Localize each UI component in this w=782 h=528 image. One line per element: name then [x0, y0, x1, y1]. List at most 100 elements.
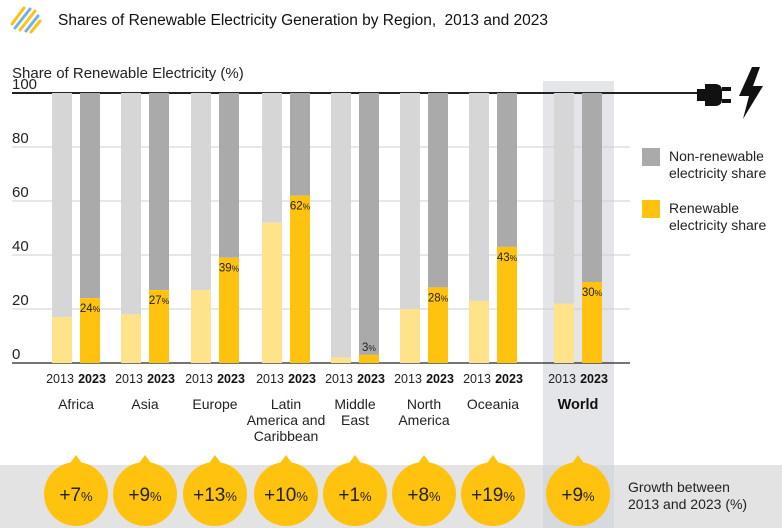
bar-renewable-world-2013 — [554, 303, 574, 363]
bar-renewable-oceania-2023 — [497, 246, 517, 363]
y-tick-label-60: 60 — [12, 184, 29, 201]
bar-nonrenewable-latin-america-and-caribbean-2013 — [262, 93, 282, 223]
growth-caption: Growth between — [628, 479, 730, 495]
data-label-europe-2023: 39% — [219, 263, 240, 275]
bar-nonrenewable-latin-america-and-caribbean-2023 — [290, 93, 310, 196]
bar-renewable-latin-america-and-caribbean-2013 — [262, 222, 282, 363]
growth-value-north-america: +8% — [407, 485, 441, 506]
y-axis-label: Share of Renewable Electricity (%) — [12, 65, 244, 82]
chart-title-main: Shares of Renewable Electricity Generati… — [58, 12, 436, 29]
year-label-africa-2013: 2013 — [46, 372, 74, 386]
bar-renewable-north-america-2013 — [400, 309, 420, 363]
bar-renewable-latin-america-and-caribbean-2023 — [290, 195, 310, 363]
legend-swatch-renewable — [642, 200, 660, 218]
year-label-europe-2013: 2013 — [185, 372, 213, 386]
category-label-africa: Africa — [58, 396, 94, 412]
category-label-middle-east: Middle — [334, 396, 375, 412]
bar-nonrenewable-north-america-2023 — [428, 93, 448, 288]
category-label-oceania: Oceania — [467, 396, 519, 412]
year-label-latin-america-and-caribbean-2013: 2013 — [256, 372, 284, 386]
bar-nonrenewable-middle-east-2023 — [359, 93, 379, 355]
year-label-asia-2013: 2013 — [115, 372, 143, 386]
bar-nonrenewable-africa-2013 — [52, 93, 72, 318]
bar-nonrenewable-world-2023 — [582, 93, 602, 282]
growth-circle-middle-east — [323, 462, 387, 526]
bar-nonrenewable-africa-2023 — [80, 93, 100, 299]
y-tick-label-20: 20 — [12, 292, 29, 309]
growth-circle-latin-america-and-caribbean — [254, 462, 318, 526]
data-label-africa-2023: 24% — [80, 303, 101, 315]
y-tick-label-40: 40 — [12, 238, 29, 255]
year-label-africa-2023: 2023 — [78, 372, 106, 386]
bar-nonrenewable-oceania-2023 — [497, 93, 517, 247]
legend-label-renewable: Renewable — [669, 200, 739, 216]
category-label-middle-east-line-2: East — [341, 412, 369, 428]
bar-renewable-europe-2013 — [191, 290, 211, 363]
legend-label-nonrenewable: Non-renewable — [669, 148, 764, 164]
year-label-world-2023: 2023 — [580, 372, 608, 386]
bar-renewable-world-2023 — [582, 282, 602, 363]
category-label-latin-america-and-caribbean-line-2: America and — [247, 412, 326, 428]
data-label-oceania-2023: 43% — [497, 252, 518, 264]
growth-circle-europe — [183, 462, 247, 526]
plug-lightning-icon — [697, 67, 763, 119]
growth-value-world: +9% — [561, 485, 595, 506]
growth-value-middle-east: +1% — [338, 485, 372, 506]
bar-renewable-europe-2023 — [219, 257, 239, 363]
bar-renewable-middle-east-2013 — [331, 357, 351, 363]
growth-value-africa: +7% — [59, 485, 93, 506]
y-tick-label-100: 100 — [12, 76, 37, 93]
data-label-latin-america-and-caribbean-2023: 62% — [290, 201, 311, 213]
y-tick-label-0: 0 — [12, 346, 20, 363]
bar-nonrenewable-asia-2013 — [121, 93, 141, 315]
bar-nonrenewable-europe-2013 — [191, 93, 211, 291]
growth-value-europe: +13% — [193, 485, 237, 506]
year-label-europe-2023: 2023 — [217, 372, 245, 386]
growth-value-asia: +9% — [128, 485, 162, 506]
bar-renewable-asia-2013 — [121, 314, 141, 363]
category-label-europe: Europe — [192, 396, 237, 412]
bar-renewable-africa-2013 — [52, 317, 72, 363]
category-label-latin-america-and-caribbean-line-3: Caribbean — [254, 428, 319, 444]
year-label-middle-east-2013: 2013 — [325, 372, 353, 386]
category-label-world: World — [558, 397, 599, 413]
year-label-world-2013: 2013 — [548, 372, 576, 386]
data-label-world-2023: 30% — [582, 287, 603, 299]
year-label-north-america-2023: 2023 — [426, 372, 454, 386]
bar-nonrenewable-asia-2023 — [149, 93, 169, 291]
bar-renewable-north-america-2023 — [428, 287, 448, 363]
legend-label-nonrenewable-line-2: electricity share — [669, 165, 766, 181]
bar-nonrenewable-north-america-2013 — [400, 93, 420, 309]
category-label-latin-america-and-caribbean: Latin — [271, 396, 301, 412]
bar-renewable-asia-2023 — [149, 290, 169, 363]
category-label-asia: Asia — [131, 396, 158, 412]
stripes-logo-icon — [10, 6, 42, 34]
data-label-asia-2023: 27% — [149, 295, 170, 307]
bar-renewable-middle-east-2023 — [359, 354, 379, 363]
growth-circle-world — [546, 462, 610, 526]
growth-circle-africa — [44, 462, 108, 526]
bar-renewable-oceania-2013 — [469, 300, 489, 363]
bar-nonrenewable-europe-2023 — [219, 93, 239, 258]
growth-value-oceania: +19% — [471, 485, 515, 506]
data-label-middle-east-2023: 3% — [362, 342, 376, 354]
year-label-asia-2023: 2023 — [147, 372, 175, 386]
legend-label-renewable-line-2: electricity share — [669, 217, 766, 233]
chart-title-years: 2013 and 2023 — [445, 12, 548, 29]
year-label-north-america-2013: 2013 — [394, 372, 422, 386]
year-label-oceania-2013: 2013 — [463, 372, 491, 386]
legend-swatch-nonrenewable — [642, 148, 660, 166]
category-label-north-america: North — [407, 396, 441, 412]
bar-nonrenewable-world-2013 — [554, 93, 574, 304]
growth-circle-oceania — [461, 462, 525, 526]
growth-caption-line-2: 2013 and 2023 (%) — [628, 496, 747, 512]
bar-renewable-africa-2023 — [80, 298, 100, 363]
chart-title: Shares of Renewable Electricity Generati… — [58, 12, 548, 29]
growth-circle-asia — [113, 462, 177, 526]
year-label-latin-america-and-caribbean-2023: 2023 — [288, 372, 316, 386]
year-label-oceania-2023: 2023 — [495, 372, 523, 386]
bar-nonrenewable-middle-east-2013 — [331, 93, 351, 358]
growth-value-latin-america-and-caribbean: +10% — [264, 485, 308, 506]
